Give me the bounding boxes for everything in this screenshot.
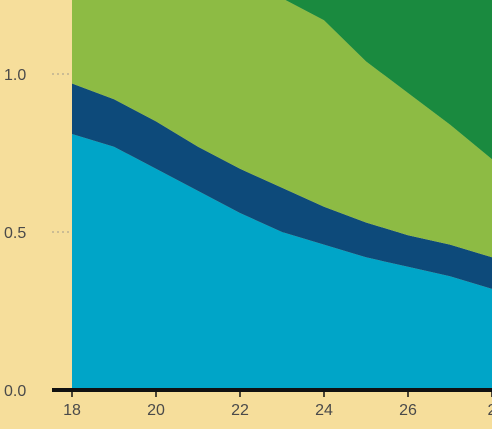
axes — [52, 388, 492, 397]
area-series — [72, 0, 492, 390]
y-tick-label: 1.0 — [4, 67, 26, 84]
area-series-1 — [72, 134, 492, 390]
x-tick-label: 22 — [231, 402, 249, 419]
x-tick-label: 26 — [399, 402, 417, 419]
x-tick-label: 2 — [488, 402, 492, 419]
area-series-3 — [72, 0, 492, 258]
x-tick-label: 20 — [147, 402, 165, 419]
tick-labels: 182022242620.00.51.01.52.02.5 — [4, 67, 492, 419]
area-series-2 — [72, 83, 492, 289]
area-series-4 — [285, 0, 492, 160]
y-tick-label: 0.5 — [4, 225, 26, 242]
x-tick-label: 18 — [63, 402, 81, 419]
y-tick-label: 0.0 — [4, 383, 26, 400]
x-tick-label: 24 — [315, 402, 333, 419]
